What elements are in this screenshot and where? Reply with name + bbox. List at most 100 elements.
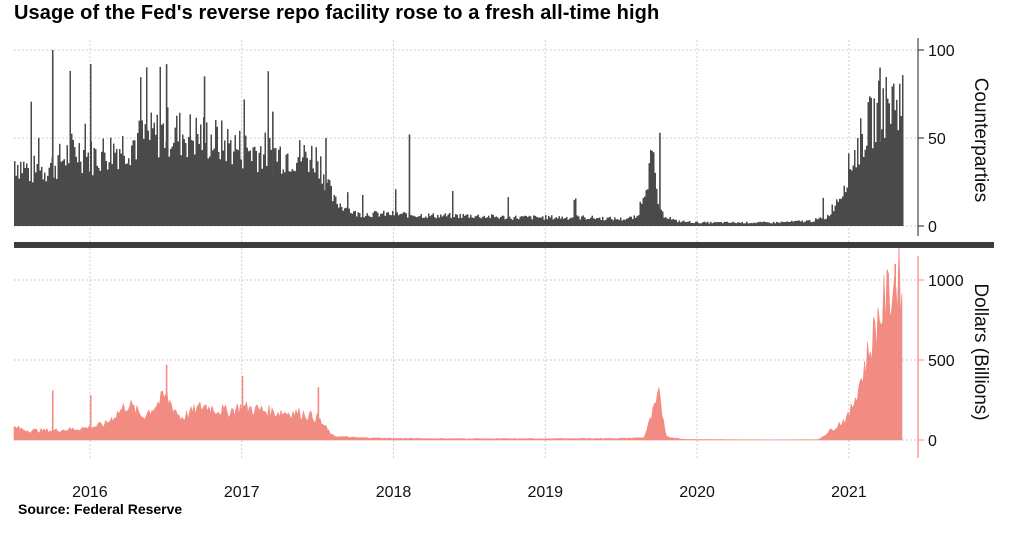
bottom-y-tick-label: 1000 [928, 273, 964, 290]
counterparties-bar [486, 217, 488, 226]
counterparties-bar [849, 169, 851, 226]
counterparties-bar [501, 215, 503, 226]
counterparties-bar [620, 217, 622, 226]
counterparties-bar [194, 154, 196, 226]
counterparties-bar [557, 218, 559, 226]
counterparties-bar [692, 222, 694, 226]
counterparties-bar [351, 213, 353, 226]
counterparties-bar [830, 214, 832, 226]
counterparties-bar [33, 155, 35, 226]
counterparties-bar [156, 114, 158, 226]
counterparties-bar [411, 215, 413, 226]
counterparties-bar [678, 220, 680, 226]
counterparties-bar [608, 217, 610, 226]
counterparties-bar [726, 221, 728, 226]
counterparties-bar [320, 156, 322, 226]
counterparties-bar [39, 170, 41, 226]
counterparties-bar [453, 217, 455, 226]
counterparties-bar [758, 222, 760, 226]
counterparties-bar [80, 161, 82, 226]
counterparties-bar [867, 102, 869, 226]
counterparties-bar [695, 221, 697, 226]
panel-divider [14, 242, 994, 248]
counterparties-bar [767, 222, 769, 226]
counterparties-bar [137, 132, 139, 226]
counterparties-bar [569, 218, 571, 226]
counterparties-bar [21, 173, 23, 226]
counterparties-bar [567, 219, 569, 226]
counterparties-bar [743, 223, 745, 226]
counterparties-bar [50, 162, 52, 226]
counterparties-bar [722, 223, 724, 226]
counterparties-bar [656, 188, 658, 226]
counterparties-bar [621, 220, 623, 226]
counterparties-bar [551, 215, 553, 226]
counterparties-bar [552, 219, 554, 226]
counterparties-bar [732, 221, 734, 226]
counterparties-bar [110, 137, 112, 226]
counterparties-bar [236, 149, 238, 226]
counterparties-bar [633, 215, 635, 226]
counterparties-bar [741, 221, 743, 226]
counterparties-bar [579, 219, 581, 226]
counterparties-spike [659, 132, 661, 226]
counterparties-bar [401, 213, 403, 226]
counterparties-bar [465, 214, 467, 226]
counterparties-bar [786, 221, 788, 226]
counterparties-spike [89, 64, 92, 226]
counterparties-bar [626, 218, 628, 226]
counterparties-bar [387, 211, 389, 226]
counterparties-bar [744, 223, 746, 226]
counterparties-bar [378, 216, 380, 226]
counterparties-bar [213, 148, 215, 226]
bottom-y-tick-label: 500 [928, 353, 955, 370]
counterparties-bar [560, 218, 562, 226]
counterparties-bar [450, 218, 452, 226]
counterparties-bar [48, 167, 50, 226]
counterparties-bar [864, 149, 866, 226]
counterparties-bar [197, 133, 199, 226]
counterparties-bar [36, 163, 38, 226]
dollars-spike [51, 390, 54, 440]
counterparties-bar [672, 218, 674, 226]
counterparties-bar [314, 172, 316, 226]
counterparties-bar [794, 220, 796, 226]
counterparties-bar [18, 178, 20, 226]
counterparties-bar [53, 177, 55, 226]
counterparties-bar [339, 203, 341, 226]
counterparties-bar [791, 220, 793, 226]
counterparties-bar [185, 142, 187, 226]
counterparties-bar [618, 220, 620, 226]
counterparties-bar [485, 217, 487, 226]
counterparties-bar [122, 135, 124, 226]
top-axis-title: Counterparties [970, 78, 991, 203]
counterparties-bar [153, 122, 155, 226]
counterparties-bar [47, 175, 49, 226]
source-note: Source: Federal Reserve [18, 501, 183, 517]
counterparties-bar [902, 75, 904, 226]
counterparties-bar [362, 194, 364, 226]
counterparties-bar [371, 217, 373, 226]
counterparties-bar [20, 161, 22, 226]
counterparties-bar [69, 70, 71, 226]
counterparties-bar [315, 147, 317, 226]
dollars-area-fill [13, 241, 903, 441]
counterparties-bar [801, 220, 803, 226]
counterparties-bar [561, 216, 563, 226]
counterparties-bar [530, 216, 532, 226]
counterparties-bar [666, 218, 668, 226]
counterparties-bar [249, 150, 251, 226]
counterparties-bar [138, 120, 140, 226]
counterparties-bar [173, 142, 175, 226]
counterparties-bar [278, 149, 280, 226]
counterparties-bar [627, 218, 629, 226]
counterparties-bar [888, 103, 890, 226]
counterparties-bar [311, 145, 313, 226]
counterparties-bar [413, 215, 415, 226]
counterparties-bar [897, 130, 899, 226]
counterparties-bar [663, 217, 665, 226]
counterparties-bar [143, 138, 145, 226]
counterparties-bar [591, 215, 593, 226]
counterparties-bar [728, 222, 730, 226]
counterparties-bar [474, 216, 476, 226]
